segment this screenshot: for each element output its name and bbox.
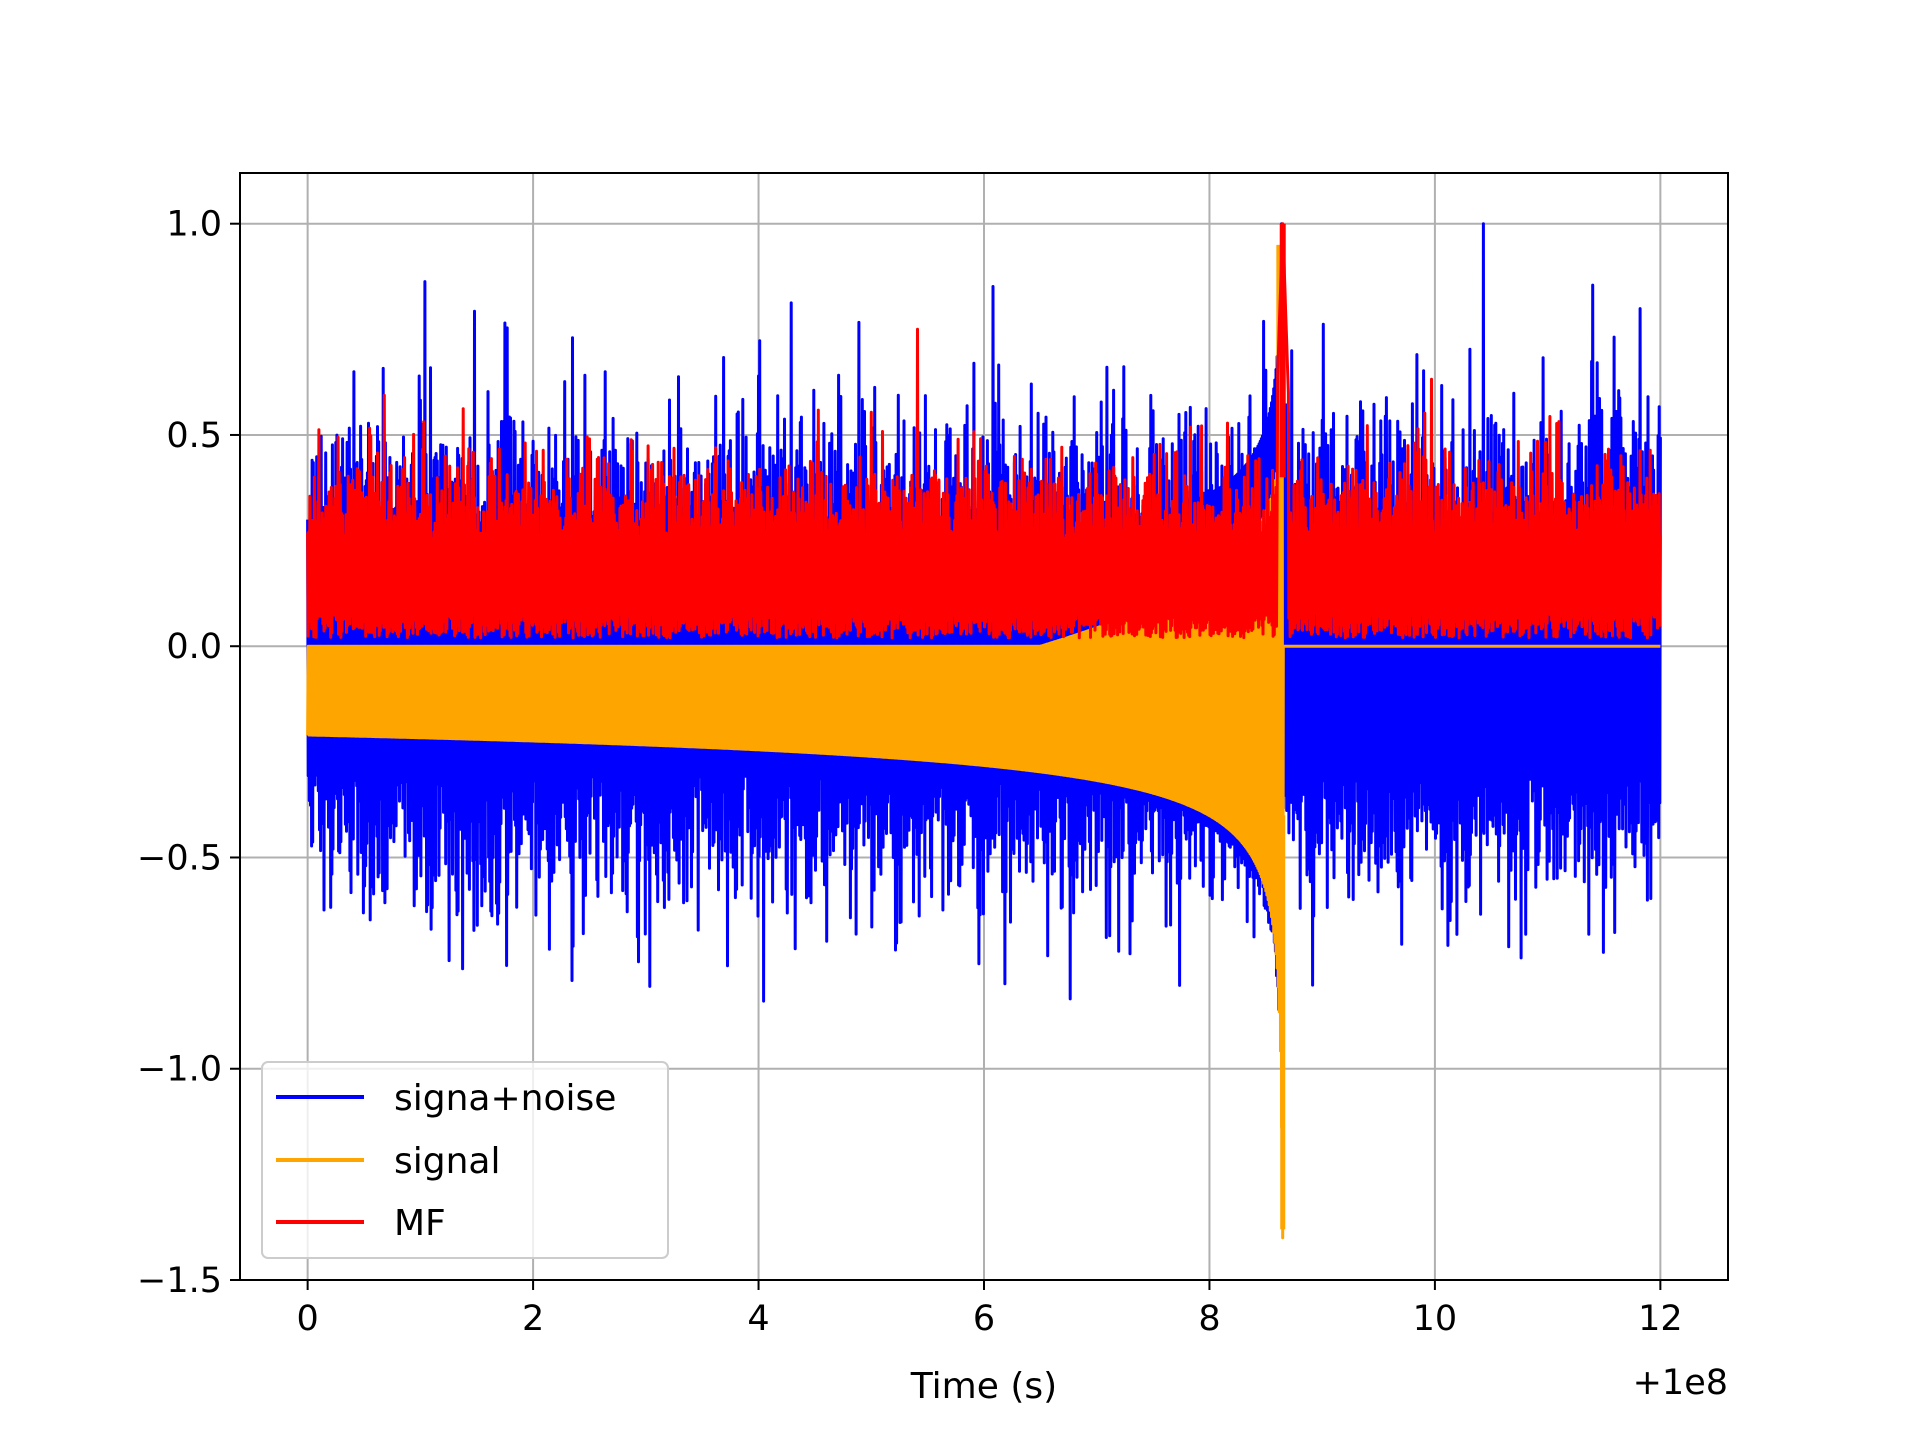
ticks: 0 2 4 6 8 10 12 −1.5 −1.0 −0.5 0.0 0.5 1.0 (137, 205, 1683, 1339)
legend-entry-mf: MF (276, 1203, 446, 1244)
x-offset-label: +1e8 (1633, 1363, 1728, 1403)
legend-label-signa-noise: signa+noise (394, 1078, 616, 1119)
x-tick-label: 10 (1413, 1299, 1458, 1339)
y-tick-label: 0.0 (166, 627, 222, 667)
legend-box (261, 1061, 669, 1259)
y-tick-label: −1.5 (137, 1261, 222, 1301)
x-axis-label: Time (s) (910, 1366, 1057, 1407)
legend-entry-signa-noise: signa+noise (276, 1078, 616, 1119)
y-tick-label: 1.0 (166, 205, 222, 245)
y-tick-label: 0.5 (166, 416, 222, 456)
x-tick-label: 6 (973, 1299, 995, 1339)
series-signal-line (306, 330, 1662, 1240)
legend-entry-signal: signal (276, 1141, 501, 1182)
x-tick-label: 0 (296, 1299, 318, 1339)
legend: signa+noise signal MF (261, 1061, 669, 1259)
series-layer (306, 222, 1662, 1240)
x-tick-label: 12 (1638, 1299, 1683, 1339)
legend-label-signal: signal (394, 1141, 501, 1182)
x-tick-label: 8 (1198, 1299, 1220, 1339)
legend-label-mf: MF (394, 1203, 446, 1244)
x-tick-label: 4 (747, 1299, 769, 1339)
x-tick-label: 2 (522, 1299, 544, 1339)
y-tick-label: −0.5 (137, 838, 222, 878)
y-tick-label: −1.0 (137, 1050, 222, 1090)
series-mf-line (306, 222, 1662, 640)
